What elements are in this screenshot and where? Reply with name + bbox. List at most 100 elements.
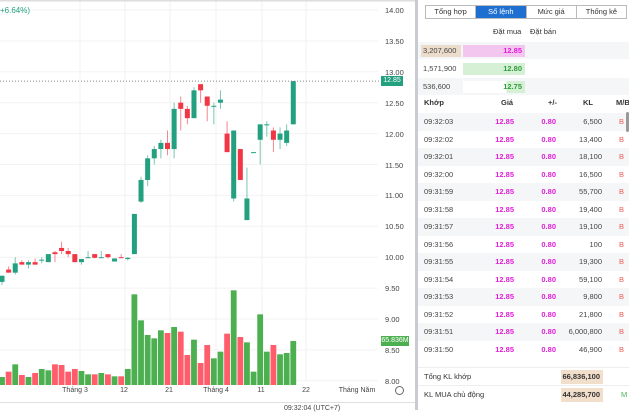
volume-bar xyxy=(184,355,191,385)
trade-side: B xyxy=(619,204,625,214)
settings-gear-icon[interactable] xyxy=(395,386,404,395)
trade-change: 0.80 xyxy=(541,204,556,214)
tab-so-lenh[interactable]: Sổ lệnh xyxy=(476,6,527,18)
trade-time: 09:32:01 xyxy=(424,152,454,161)
candle-body xyxy=(191,90,197,119)
trade-time: 09:31:55 xyxy=(424,257,454,266)
price-tick: 9.00 xyxy=(385,315,400,324)
volume-bar xyxy=(65,371,72,385)
chart-canvas[interactable] xyxy=(0,0,415,410)
price-tick: 10.00 xyxy=(385,253,404,263)
trade-side: B xyxy=(619,327,625,336)
bid-price[interactable]: 12.75 xyxy=(463,81,525,93)
candle-body xyxy=(277,133,283,140)
trade-time: 09:31:59 xyxy=(424,187,454,196)
time-axis-label: Tháng 4 xyxy=(203,387,229,394)
volume-bar xyxy=(204,345,211,385)
volume-bar xyxy=(111,376,118,385)
scrollbar[interactable] xyxy=(626,112,629,132)
trade-volume: 100 xyxy=(589,239,602,249)
volume-bar xyxy=(118,376,125,385)
panel-tabs: Tổng hợp Sổ lệnh Mức giá Thống kê xyxy=(425,5,627,19)
trade-change: 0.80 xyxy=(541,222,556,231)
trade-volume: 19,400 xyxy=(579,204,602,214)
price-tick: 13.50 xyxy=(385,36,404,46)
trades-column-header: Khớp xyxy=(424,98,444,107)
volume-bar xyxy=(78,371,85,385)
volume-bar xyxy=(257,314,264,385)
candle-body xyxy=(12,263,18,273)
change-percent: +6.64%) xyxy=(0,6,31,15)
trade-price: 12.85 xyxy=(495,344,514,354)
candle-body xyxy=(204,96,210,106)
trade-price: 12.85 xyxy=(495,152,514,161)
candle-body xyxy=(165,142,170,150)
trade-change: 0.80 xyxy=(541,134,556,144)
trade-price: 12.85 xyxy=(495,327,514,336)
candle-body xyxy=(184,108,190,119)
candle-body xyxy=(257,124,263,140)
candle-body xyxy=(138,179,144,202)
trade-price: 12.85 xyxy=(495,309,514,319)
trade-time: 09:32:00 xyxy=(424,169,454,179)
trade-volume: 21,800 xyxy=(579,309,602,319)
tab-muc-gia[interactable]: Mức giá xyxy=(527,6,577,18)
candle-body xyxy=(198,84,204,91)
volume-bar xyxy=(244,342,250,385)
trade-row: 09:31:52 12.85 0.80 21,800 B xyxy=(418,306,629,324)
price-chart[interactable]: +6.64%) 14.00 13.50 13.00 12.50 12.00 11.50 11… xyxy=(0,0,415,412)
trade-price: 12.85 xyxy=(495,134,514,144)
volume-bar xyxy=(217,351,224,385)
trade-volume: 6,000,800 xyxy=(568,327,602,336)
volume-bar xyxy=(157,330,164,385)
trade-row: 09:31:54 12.85 0.80 59,100 B xyxy=(418,271,629,289)
trade-price: 12.85 xyxy=(495,204,514,214)
volume-bar xyxy=(138,320,144,385)
candle-body xyxy=(178,102,184,109)
price-tick: 10.50 xyxy=(385,222,404,232)
volume-bar xyxy=(197,363,204,385)
orderbook-row: 3,207,600 12.85 xyxy=(418,42,629,59)
candle-body xyxy=(151,149,157,159)
tab-thong-ke[interactable]: Thống kê xyxy=(585,7,618,16)
volume-bar xyxy=(177,331,184,385)
trade-change: 0.80 xyxy=(541,187,556,196)
trade-volume: 6,500 xyxy=(583,117,602,126)
candle-body xyxy=(118,257,124,259)
trade-time: 09:31:57 xyxy=(424,222,454,231)
volume-bar xyxy=(5,371,12,385)
price-tick: 11.50 xyxy=(385,160,404,170)
trade-price: 12.85 xyxy=(495,257,514,266)
last-price-tag: 12.85 xyxy=(381,76,403,86)
divider xyxy=(0,402,415,403)
volume-bar xyxy=(237,337,244,385)
bid-price[interactable]: 12.85 xyxy=(463,45,525,57)
time-axis-label: 12 xyxy=(120,387,128,394)
trade-row: 09:31:57 12.85 0.80 19,100 B xyxy=(418,218,629,236)
volume-bar xyxy=(124,369,131,385)
summary-label: Tổng KL khớp xyxy=(424,372,472,381)
trade-side: B xyxy=(619,309,625,319)
trade-row: 09:32:00 12.85 0.80 16,500 B xyxy=(418,166,629,184)
trade-side: B xyxy=(619,222,625,231)
trade-side: B xyxy=(619,257,625,266)
price-tick: 9.50 xyxy=(385,284,400,294)
trade-change: 0.80 xyxy=(541,344,556,354)
volume-bar xyxy=(0,377,5,385)
trades-column-header: M/B xyxy=(616,98,629,107)
price-tick: 14.00 xyxy=(385,6,404,15)
candle-body xyxy=(112,258,118,262)
summary-row: Tổng KL khớp 66,836,100 xyxy=(418,367,629,385)
volume-bar xyxy=(85,374,91,385)
tab-tong-hop[interactable]: Tổng hợp xyxy=(426,6,477,18)
volume-bar xyxy=(191,339,197,385)
candle-body xyxy=(105,254,111,258)
price-tick: 8.50 xyxy=(385,345,400,355)
volume-bar xyxy=(250,371,257,385)
trades-column-header: +/- xyxy=(548,98,557,107)
bid-price[interactable]: 12.80 xyxy=(463,63,525,75)
trade-side: B xyxy=(619,117,625,126)
candle-body xyxy=(32,262,38,265)
trade-time: 09:31:51 xyxy=(424,327,454,336)
trade-time: 09:31:56 xyxy=(424,239,454,249)
